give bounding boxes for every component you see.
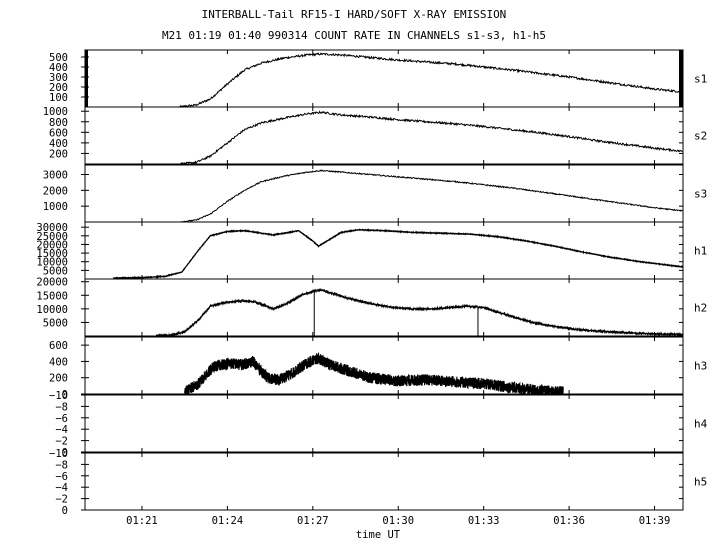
y-tick-label: 15000 [36,248,68,260]
series-line-s1 [178,52,683,108]
y-tick-label: 200 [49,148,68,160]
series-line-h1 [113,228,684,280]
y-tick-label: −10 [49,448,68,460]
y-tick-label: 1000 [43,201,68,213]
panel-frame [84,336,684,395]
y-tick-label: 10000 [36,304,68,316]
y-tick-label: 300 [49,72,68,84]
chart-subtitle: M21 01:19 01:40 990314 COUNT RATE IN CHA… [162,29,546,42]
y-tick-label: 0 [62,389,68,401]
y-tick-label: 100 [49,92,68,104]
panel-frame [84,106,684,165]
x-tick-label: 01:24 [212,515,244,527]
y-tick-label: −2 [55,436,68,448]
y-tick-label: 15000 [36,290,68,302]
panel-stack: 100200300400500s12004006008001000s210002… [36,49,708,517]
x-tick-label: 01:39 [639,515,671,527]
y-tick-label: 5000 [43,317,68,329]
y-tick-label: −6 [55,471,68,483]
x-tick-label: 01:21 [126,515,158,527]
y-tick-label: 0 [62,505,68,517]
y-tick-label: 600 [49,127,68,139]
y-tick-label: 400 [49,62,68,74]
y-tick-label: 1000 [43,106,68,118]
channel-label-h3: h3 [694,360,707,373]
y-tick-label: 30000 [36,222,68,234]
series-line-h2 [155,287,684,338]
channel-label-h1: h1 [694,245,707,258]
y-tick-label: −8 [55,401,68,413]
series-line-s3 [178,169,683,223]
y-tick-label: 400 [49,356,68,368]
y-tick-label: −10 [49,390,68,402]
panel-frame [84,394,684,453]
y-tick-label: −2 [55,494,68,506]
y-tick-label: −4 [55,482,68,494]
panel-frame [84,164,684,223]
series-line-h3 [184,352,564,396]
y-tick-label: 20000 [36,239,68,251]
series-line-s2 [178,110,683,165]
chart-title: INTERBALL-Tail RF15-I HARD/SOFT X-RAY EM… [202,8,507,21]
y-tick-label: 0 [62,447,68,459]
channel-label-h4: h4 [694,418,708,431]
x-tick-label: 01:36 [553,515,585,527]
panel-frame [84,278,684,337]
edge-bar-right [679,50,683,107]
channel-label-h5: h5 [694,476,707,489]
y-tick-label: 200 [49,373,68,385]
y-tick-label: 5000 [43,265,68,277]
y-tick-label: 10000 [36,257,68,269]
channel-label-h2: h2 [694,302,707,315]
panel-frame [84,452,684,511]
x-tick-label: 01:27 [297,515,329,527]
y-tick-label: 400 [49,138,68,150]
y-tick-label: 20000 [36,277,68,289]
panel-s3: 1000 2000 3000 s3 [43,164,707,223]
y-tick-label: 600 [49,340,68,352]
y-tick-label: 800 [49,117,68,129]
y-tick-label: 500 [49,52,68,64]
edge-bar-left [85,50,88,107]
y-tick-label: 2000 [43,185,68,197]
y-tick-label: −6 [55,413,68,425]
x-axis-label: time UT [356,529,401,541]
x-tick-label: 01:30 [382,515,414,527]
channel-label-s2: s2 [694,130,707,143]
y-tick-label: 3000 [43,170,68,182]
panel-h3: 0 200 400 600 h3 [49,336,707,401]
y-tick-label: 200 [49,82,68,94]
y-tick-label: −4 [55,424,68,436]
y-tick-label: 25000 [36,231,68,243]
x-axis: 01:21 01:24 01:27 01:30 01:33 01:36 01:39 [126,515,670,527]
y-tick-label: −8 [55,459,68,471]
x-tick-label: 01:33 [468,515,500,527]
channel-label-s1: s1 [694,73,707,86]
channel-label-s3: s3 [694,188,707,201]
